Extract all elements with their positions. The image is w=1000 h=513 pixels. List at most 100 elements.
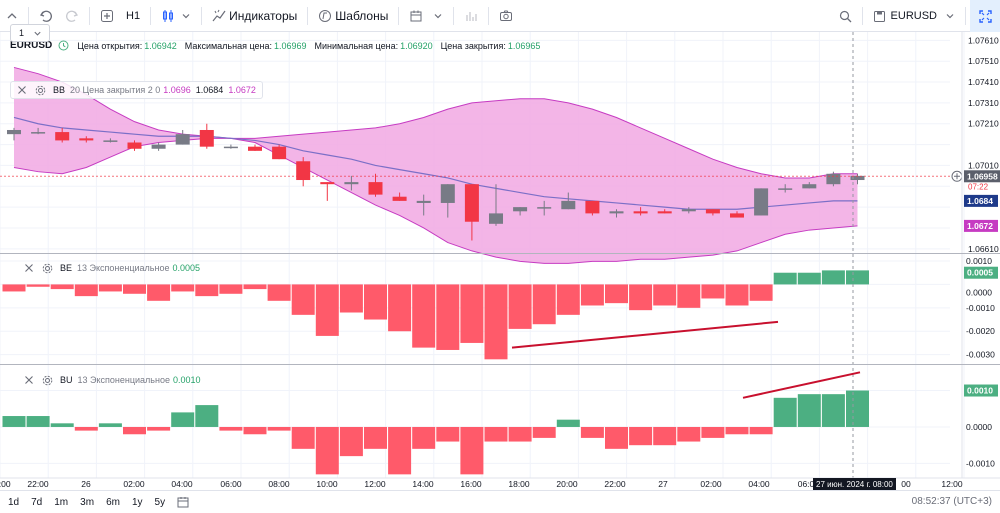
time-tick-label: 27 [658, 479, 668, 489]
trend-line-be [511, 320, 779, 349]
be-tick-label: -0.0030 [966, 350, 995, 360]
pane-separator[interactable] [0, 253, 1000, 254]
symbol-selector[interactable]: EURUSD [867, 0, 961, 32]
compare-button[interactable] [458, 0, 484, 32]
candle-body [826, 173, 841, 185]
bu-bar [219, 426, 243, 431]
bu-bar [532, 426, 556, 438]
candle [489, 184, 503, 226]
legend-symbol: EURUSD [10, 40, 53, 51]
add-symbol-icon[interactable] [94, 0, 120, 32]
bu-bar [2, 416, 26, 427]
indicators-button[interactable]: Индикаторы [206, 0, 303, 32]
close-icon[interactable] [17, 85, 27, 95]
divider [965, 7, 966, 25]
candle [681, 207, 696, 214]
candle [248, 144, 262, 151]
open-label: Цена открытия: [77, 40, 143, 51]
last-price-badge: 1.06958 [964, 170, 1000, 183]
candle [633, 207, 648, 216]
be-bar [725, 284, 749, 306]
divider [89, 6, 90, 25]
bu-bar [50, 423, 74, 427]
redo-icon[interactable] [59, 0, 85, 32]
time-tick-label: 02:00 [700, 479, 722, 489]
price-tick-label: 1.07010 [968, 160, 999, 170]
fullscreen-icon [978, 9, 992, 23]
date-range-icon[interactable] [177, 496, 189, 508]
screenshot-button[interactable] [493, 0, 519, 32]
time-tick-label: 22:00 [604, 479, 626, 489]
candle-body [320, 182, 335, 185]
candle-body [513, 207, 528, 212]
candle-body [585, 200, 600, 214]
candle [31, 127, 46, 135]
fullscreen-button[interactable] [970, 0, 1000, 32]
timeframe-select[interactable]: 1 [10, 24, 50, 42]
range-1d[interactable]: 1d [8, 496, 20, 508]
divider [453, 6, 455, 25]
candle [296, 157, 311, 187]
time-tick-label: 14:00 [412, 479, 434, 489]
be-name: BE [60, 263, 73, 273]
chart-canvas[interactable]: 1.07610 1.07510 1.07410 1.07310 1.07210 1.070… [0, 32, 1000, 490]
bu-pane [2, 390, 869, 475]
search-icon [839, 10, 852, 22]
last-price-badge-text: 1.06958 [967, 171, 998, 181]
chevron-up-icon[interactable] [0, 0, 24, 32]
gear-icon[interactable] [42, 263, 53, 274]
search-button[interactable] [833, 0, 858, 32]
bu-bar [773, 397, 797, 427]
candle [223, 144, 238, 149]
candle [657, 209, 672, 214]
candle-body [464, 184, 479, 222]
crosshair-time-badge: 27 июн. 2024 г. 08:00 [813, 478, 896, 490]
be-bar [821, 270, 845, 285]
bu-legend: BU 13 Экспоненциальное 0.0010 [10, 371, 201, 389]
be-bar [147, 284, 171, 301]
top-toolbar: H1 Индикаторы Шаблоны EURUSD [0, 0, 1000, 32]
bu-bar [339, 426, 363, 457]
candle [175, 129, 190, 145]
candle [79, 136, 94, 143]
close-icon[interactable] [24, 263, 34, 273]
bu-bar [484, 426, 508, 442]
undo-icon[interactable] [33, 0, 59, 32]
clock-readout: 08:52:37 (UTC+3) [911, 496, 992, 507]
chart-type-button[interactable] [155, 0, 197, 32]
candle-body [272, 146, 287, 160]
gear-icon[interactable] [42, 375, 53, 386]
candle-body [175, 134, 190, 145]
close-icon[interactable] [24, 375, 34, 385]
bu-bar [412, 426, 436, 449]
time-tick-label: 06:0 [798, 479, 815, 489]
price-axis: 1.07610 1.07510 1.07410 1.07310 1.07210 1.070… [961, 32, 1000, 478]
bu-bar [725, 426, 749, 435]
bu-bar [556, 419, 580, 427]
time-tick-label: 22:00 [27, 479, 49, 489]
range-1y[interactable]: 1y [131, 496, 143, 508]
range-7d[interactable]: 7d [31, 496, 43, 508]
range-5y[interactable]: 5y [154, 496, 166, 508]
gear-icon[interactable] [35, 85, 46, 96]
bu-bar [605, 426, 628, 449]
be-bar [291, 284, 315, 315]
timeframe-label: H1 [126, 9, 141, 22]
candle-body [416, 200, 431, 203]
templates-button[interactable]: Шаблоны [312, 0, 394, 32]
pane-separator[interactable] [0, 364, 1000, 365]
alert-button[interactable] [403, 0, 449, 32]
range-6m[interactable]: 6m [106, 496, 120, 508]
range-3m[interactable]: 3m [80, 496, 95, 508]
close-value: 1.06965 [507, 40, 541, 51]
bu-bar [846, 390, 869, 427]
chevron-down-icon [946, 14, 954, 19]
bu-bar [388, 426, 412, 475]
range-1m[interactable]: 1m [54, 496, 69, 508]
high-label: Максимальная цена: [184, 40, 272, 51]
timeframe-button[interactable]: H1 [120, 0, 146, 32]
be-bar [123, 284, 146, 294]
divider [861, 7, 863, 25]
last-price-badge-bg [964, 170, 1000, 183]
symbol-legend: EURUSD Цена открытия: 1.06942 Максимальн… [10, 40, 540, 51]
